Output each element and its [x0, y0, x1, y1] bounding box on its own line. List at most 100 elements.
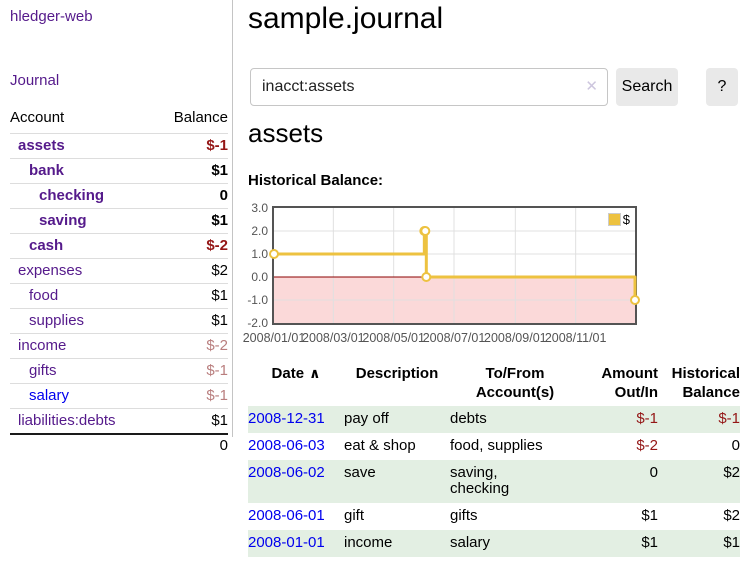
- sidebar-account-balance: $1: [154, 158, 228, 184]
- account-row: expenses $2: [10, 258, 228, 284]
- transaction-date-link[interactable]: 2008-12-31: [248, 410, 325, 427]
- chart-title: Historical Balance:: [248, 172, 384, 189]
- sidebar-account-link[interactable]: income: [18, 337, 67, 354]
- accounts-table: Account Balance assets $-1 bank $1 checking 0…: [10, 104, 228, 458]
- account-row: saving $1: [10, 208, 228, 234]
- chart-data-point: [630, 295, 640, 305]
- x-axis-tick-label: 2008/05/01: [362, 331, 425, 345]
- register-date-cell: 2008-06-03: [248, 433, 344, 460]
- register-balance-cell: $-1: [718, 410, 740, 427]
- sort-ascending-icon: ∧: [309, 365, 321, 381]
- x-axis-tick-label: 2008/01/01: [242, 331, 306, 345]
- sidebar-account-link[interactable]: salary: [29, 387, 70, 404]
- sidebar-account-link[interactable]: supplies: [29, 312, 85, 329]
- transaction-date-link[interactable]: 2008-01-01: [248, 534, 325, 551]
- legend-swatch-icon: [607, 213, 621, 226]
- x-axis-tick-label: 2008/07/01: [422, 331, 486, 345]
- register-date-cell: 2008-12-31: [248, 406, 344, 433]
- sidebar-account-link[interactable]: saving: [39, 212, 87, 229]
- account-row: income $-2: [10, 333, 228, 359]
- x-axis-tick-label: 2008/03/01: [302, 331, 365, 345]
- register-balance-cell: $2: [723, 464, 740, 481]
- sidebar-account-balance: $2: [154, 258, 228, 284]
- accounts-total-row: 0: [10, 433, 228, 458]
- sidebar-account-link[interactable]: gifts: [29, 362, 57, 379]
- y-axis-tick-label: 0.0: [251, 270, 268, 284]
- x-axis-tick-label: 2008/09/01: [484, 331, 547, 345]
- x-axis-tick-label: 2008/11/01: [544, 331, 607, 345]
- column-header-amount: Amount Out/In: [601, 365, 658, 401]
- search-input[interactable]: [250, 68, 608, 106]
- sidebar: hledger-web Journal Account Balance asse…: [10, 8, 228, 458]
- register-balance-cell: $1: [723, 534, 740, 551]
- account-row: liabilities:debts $1: [10, 408, 228, 434]
- column-header-date[interactable]: Date ∧: [271, 365, 321, 382]
- y-axis-tick-label: 1.0: [251, 247, 268, 261]
- transaction-date-link[interactable]: 2008-06-02: [248, 464, 325, 481]
- sidebar-account-link[interactable]: food: [29, 287, 59, 304]
- chart-canvas: [269, 208, 640, 323]
- transaction-date-link[interactable]: 2008-06-03: [248, 437, 325, 454]
- sidebar-account-link[interactable]: cash: [29, 237, 64, 254]
- register-amount-cell: $-2: [636, 437, 658, 454]
- y-axis-tick-label: -2.0: [247, 316, 268, 330]
- sidebar-account-link[interactable]: liabilities:debts: [18, 412, 116, 429]
- app-title-link[interactable]: hledger-web: [10, 8, 93, 25]
- sidebar-account-balance: $-1: [154, 383, 228, 409]
- search-button[interactable]: Search: [616, 68, 678, 106]
- chart-x-axis: 2008/01/01 2008/03/01 2008/05/01 2008/07/01…: [243, 331, 639, 347]
- register-row: 2008-12-31 pay off debts $-1 $-1: [248, 406, 740, 433]
- register-amount-cell: 0: [649, 464, 658, 481]
- transaction-date-link[interactable]: 2008-06-01: [248, 507, 325, 524]
- accounts-total-balance: 0: [154, 433, 228, 458]
- column-header-balance: Historical Balance: [671, 365, 740, 401]
- clear-search-icon[interactable]: ✕: [585, 78, 598, 95]
- search-input-wrapper: ✕: [250, 68, 608, 106]
- legend-series-label: $: [622, 212, 630, 227]
- sidebar-account-balance: $-2: [154, 333, 228, 359]
- chart-data-point: [269, 249, 279, 259]
- accounts-table-header-row: Account Balance: [10, 104, 228, 134]
- column-header-accounts: To/From Account(s): [475, 365, 555, 401]
- account-column-header: Account: [10, 109, 65, 126]
- sidebar-account-balance: $-1: [154, 133, 228, 159]
- register-header-row: Date ∧ Description To/From Account(s) Amou…: [248, 360, 740, 406]
- help-button[interactable]: ?: [706, 68, 738, 106]
- register-description-cell: save: [344, 464, 376, 481]
- sidebar-item-journal[interactable]: Journal: [10, 72, 60, 89]
- register-row: 2008-06-02 save saving, checking 0 $2: [248, 460, 740, 503]
- search-bar: ✕ Search ?: [248, 68, 742, 106]
- account-row: cash $-2: [10, 233, 228, 259]
- chart-legend: $: [607, 212, 630, 227]
- balance-column-header: Balance: [173, 109, 228, 126]
- register-table: Date ∧ Description To/From Account(s) Amou…: [248, 360, 740, 557]
- register-row: 2008-01-01 income salary $1 $1: [248, 530, 740, 557]
- sidebar-account-balance: $1: [154, 408, 228, 434]
- sidebar-account-link[interactable]: checking: [39, 187, 105, 204]
- sidebar-account-balance: $1: [154, 283, 228, 309]
- sidebar-account-link[interactable]: expenses: [18, 262, 83, 279]
- account-row: supplies $1: [10, 308, 228, 334]
- register-accounts-cell: salary: [450, 534, 491, 551]
- register-row: 2008-06-01 gift gifts $1 $2: [248, 503, 740, 530]
- register-balance-cell: 0: [731, 437, 740, 454]
- sidebar-account-link[interactable]: assets: [18, 137, 65, 154]
- account-page-title: assets: [248, 118, 324, 148]
- register-accounts-cell: gifts: [450, 507, 478, 524]
- sidebar-account-link[interactable]: bank: [29, 162, 65, 179]
- account-row: salary $-1: [10, 383, 228, 409]
- main-content: sample.journal ✕ Search ? assets Histori…: [243, 0, 742, 582]
- y-axis-tick-label: 3.0: [251, 201, 268, 215]
- sidebar-account-balance: 0: [154, 183, 228, 209]
- register-date-cell: 2008-06-02: [248, 460, 344, 503]
- register-accounts-cell: saving, checking: [450, 464, 510, 497]
- register-row: 2008-06-03 eat & shop food, supplies $-2 0: [248, 433, 740, 460]
- chart-data-point: [420, 226, 431, 236]
- chart-data-point: [421, 272, 432, 282]
- sidebar-account-balance: $-2: [154, 233, 228, 259]
- register-description-cell: pay off: [344, 410, 389, 427]
- account-row: checking 0: [10, 183, 228, 209]
- account-row: bank $1: [10, 158, 228, 184]
- historical-balance-chart: 3.0 2.0 1.0 0.0 -1.0 -2.0 $ 2008/01/01 2008/03…: [243, 201, 642, 352]
- chart-y-axis: 3.0 2.0 1.0 0.0 -1.0 -2.0: [244, 201, 268, 330]
